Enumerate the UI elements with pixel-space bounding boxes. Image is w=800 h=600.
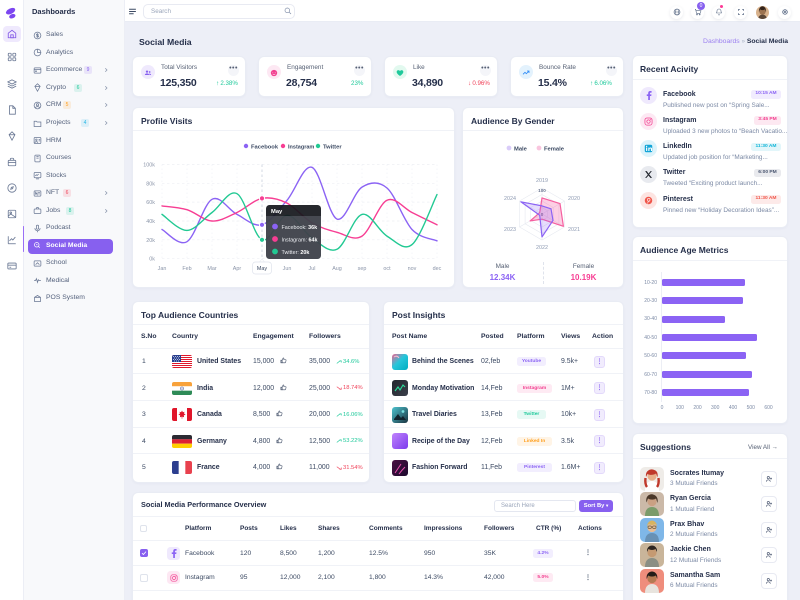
svg-text:Apr: Apr <box>233 266 242 272</box>
svg-text:Instagram: 64k: Instagram: 64k <box>282 238 318 244</box>
svg-text:Jul: Jul <box>309 266 316 272</box>
svg-text:20k: 20k <box>146 238 155 244</box>
svg-text:80k: 80k <box>146 181 155 187</box>
svg-text:2024: 2024 <box>504 196 516 202</box>
svg-text:2023: 2023 <box>504 227 516 233</box>
svg-text:Instagram: Instagram <box>288 145 314 151</box>
svg-text:100k: 100k <box>143 162 155 168</box>
svg-text:40k: 40k <box>146 219 155 225</box>
svg-text:2021: 2021 <box>568 227 580 233</box>
svg-text:100: 100 <box>538 188 546 193</box>
svg-text:2020: 2020 <box>568 196 580 202</box>
svg-text:Jun: Jun <box>283 266 292 272</box>
svg-text:2019: 2019 <box>536 178 548 184</box>
svg-text:Aug: Aug <box>332 266 342 272</box>
svg-text:dec: dec <box>433 266 442 272</box>
svg-text:Facebook: Facebook <box>251 145 279 151</box>
svg-text:Male: Male <box>514 147 528 153</box>
svg-text:Twitter: 20k: Twitter: 20k <box>282 250 310 256</box>
svg-text:Facebook: 36k: Facebook: 36k <box>282 225 318 231</box>
svg-text:May: May <box>257 266 267 272</box>
svg-text:oct: oct <box>383 266 391 272</box>
svg-text:Feb: Feb <box>182 266 191 272</box>
svg-text:nov: nov <box>408 266 417 272</box>
svg-text:0: 0 <box>541 212 544 217</box>
svg-text:Female: Female <box>544 147 565 153</box>
svg-text:Twitter: Twitter <box>323 145 342 151</box>
svg-text:Jan: Jan <box>158 266 167 272</box>
svg-text:sep: sep <box>358 266 367 272</box>
svg-text:60k: 60k <box>146 200 155 206</box>
svg-text:May: May <box>271 209 283 215</box>
svg-text:Mar: Mar <box>207 266 216 272</box>
svg-text:0k: 0k <box>149 257 155 263</box>
svg-text:2022: 2022 <box>536 245 548 251</box>
